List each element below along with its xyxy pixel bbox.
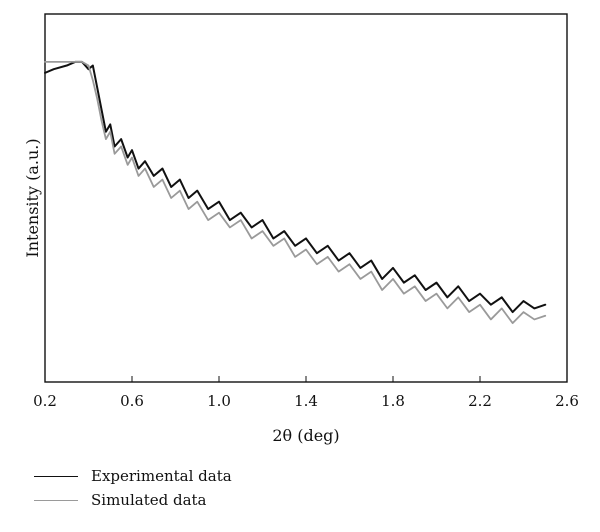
legend-item-experimental: Experimental data <box>34 464 294 488</box>
x-tick-label: 0.2 <box>33 392 57 410</box>
x-tick-label: 1.4 <box>294 392 318 410</box>
x-tick-label: 2.2 <box>468 392 492 410</box>
series-group <box>44 60 547 325</box>
legend-label-experimental: Experimental data <box>91 466 232 485</box>
series-line-experimental <box>44 60 547 314</box>
x-axis-ticks: 0.2 0.6 1.0 1.4 1.8 2.2 2.6 <box>33 376 579 410</box>
series-line-simulated <box>44 60 547 325</box>
x-tick-label: 1.0 <box>207 392 231 410</box>
legend: Experimental data Simulated data <box>34 464 294 512</box>
y-axis-label: Intensity (a.u.) <box>23 138 42 257</box>
legend-swatch-simulated <box>34 499 78 501</box>
x-axis-label: 2θ (deg) <box>272 426 339 445</box>
x-tick-label: 1.8 <box>381 392 405 410</box>
x-tick-label: 0.6 <box>120 392 144 410</box>
plot-frame <box>44 13 568 383</box>
legend-item-simulated: Simulated data <box>34 488 294 512</box>
legend-swatch-experimental <box>34 475 78 477</box>
legend-label-simulated: Simulated data <box>91 490 207 509</box>
x-tick-label: 2.6 <box>555 392 579 410</box>
